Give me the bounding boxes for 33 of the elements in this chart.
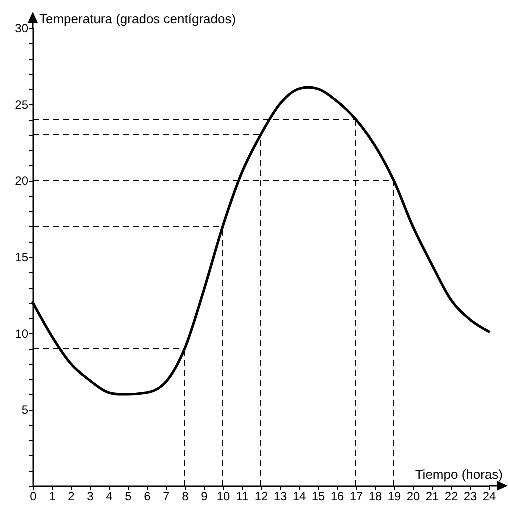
x-tick-label: 9	[201, 490, 208, 504]
x-tick-label: 2	[68, 490, 76, 504]
x-tick-label: 8	[182, 490, 190, 504]
y-tick-label: 20	[15, 174, 29, 188]
x-tick-label: 14	[292, 490, 306, 504]
x-tick-label: 10	[216, 490, 230, 504]
x-tick-label: 23	[464, 490, 478, 504]
x-tick-label: 11	[236, 490, 250, 504]
x-tick-label: 20	[406, 490, 420, 504]
x-tick-label: 4	[106, 490, 114, 504]
x-tick-label: 7	[163, 490, 170, 504]
y-axis-title: Temperatura (grados centígrados)	[40, 12, 236, 26]
x-tick-label: 0	[30, 490, 38, 504]
x-tick-label: 24	[482, 490, 496, 504]
x-tick-label: 21	[426, 490, 440, 504]
x-tick-label: 12	[254, 490, 268, 504]
x-tick-label: 22	[444, 490, 458, 504]
x-tick-label: 18	[368, 490, 382, 504]
x-tick-label: 16	[330, 490, 344, 504]
x-tick-label: 17	[350, 490, 364, 504]
y-tick-label: 10	[15, 326, 29, 341]
x-tick-label: 5	[125, 490, 132, 504]
x-tick-label: 1	[49, 490, 56, 504]
y-tick-label: 5	[22, 403, 29, 418]
x-tick-label: 13	[274, 490, 288, 504]
x-tick-label: 15	[312, 490, 326, 504]
y-tick-label: 25	[15, 98, 29, 112]
x-axis-title: Tiempo (horas)	[415, 467, 503, 482]
x-tick-label: 3	[87, 490, 94, 504]
y-tick-label: 30	[15, 22, 29, 36]
x-tick-label: 19	[388, 490, 402, 504]
y-tick-label: 15	[15, 250, 29, 264]
x-tick-label: 6	[144, 490, 152, 504]
